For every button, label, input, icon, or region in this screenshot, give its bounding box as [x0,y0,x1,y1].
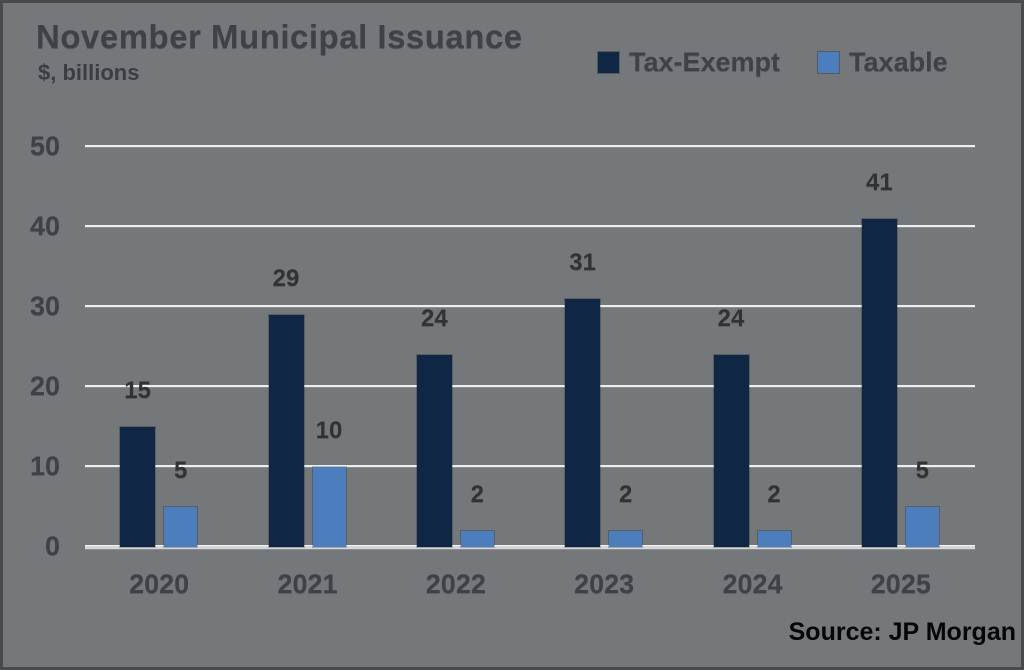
y-tick-label-0: 0 [44,531,60,561]
bar-taxable-2020 [164,507,198,547]
legend-label-tax-exempt: Tax-Exempt [629,47,781,77]
bar-tax-exempt-2023 [565,299,601,547]
bar-tax-exempt-2025 [861,219,897,547]
y-tick-label-10: 10 [29,451,60,481]
gridline-10 [85,465,975,468]
chart-title: November Municipal Issuance [36,18,523,55]
taxable-swatch-icon [818,52,840,73]
bar-tax-exempt-2021 [268,315,304,547]
bar-tax-exempt-2022 [416,355,452,547]
plot-area: 15 5 29 10 24 2 31 2 24 2 41 5 [85,145,975,550]
data-label-taxable-2025: 5 [915,457,929,484]
data-label-tax-exempt-2025: 41 [865,169,893,196]
bar-taxable-2022 [460,531,494,547]
gridline-20 [85,385,975,388]
legend-label-taxable: Taxable [849,47,948,77]
y-axis: 0 10 20 30 40 50 [14,131,60,561]
data-label-taxable-2023: 2 [618,481,633,508]
legend: Tax-Exempt Taxable [598,47,948,78]
y-tick-label-50: 50 [29,131,60,161]
source-note: Source: JP Morgan [788,618,1016,646]
bar-taxable-2023 [609,531,643,547]
data-label-tax-exempt-2024: 24 [717,305,745,332]
x-tick-label-2024: 2024 [722,569,783,599]
data-label-taxable-2020: 5 [173,457,188,484]
y-tick-label-30: 30 [29,291,60,321]
legend-item-taxable: Taxable [818,47,948,78]
data-label-tax-exempt-2023: 31 [569,249,596,276]
gridline-30 [85,305,975,308]
data-label-tax-exempt-2021: 29 [272,265,300,292]
data-label-tax-exempt-2022: 24 [420,305,448,332]
x-tick-label-2020: 2020 [129,569,190,599]
data-label-taxable-2022: 2 [470,481,484,508]
data-label-taxable-2024: 2 [767,481,781,508]
legend-item-tax-exempt: Tax-Exempt [598,47,780,78]
data-label-taxable-2021: 10 [315,417,343,444]
x-axis: 2020 2021 2022 2023 2024 2025 [85,566,975,600]
bar-taxable-2025 [905,507,939,547]
y-tick-label-40: 40 [29,211,60,241]
bar-tax-exempt-2024 [713,355,749,547]
data-label-tax-exempt-2020: 15 [124,377,151,404]
gridline-40 [85,225,975,228]
y-tick-label-20: 20 [29,371,60,401]
bar-tax-exempt-2020 [120,427,156,547]
x-tick-label-2021: 2021 [277,569,338,599]
x-axis-baseline [85,545,975,550]
chart-subtitle: $, billions [38,60,140,85]
bar-taxable-2021 [312,467,346,547]
tax-exempt-swatch-icon [598,52,619,73]
gridline-50 [85,145,975,148]
bar-taxable-2024 [757,531,791,547]
x-tick-label-2025: 2025 [870,569,931,599]
x-tick-label-2023: 2023 [574,569,635,599]
x-tick-label-2022: 2022 [425,569,486,599]
